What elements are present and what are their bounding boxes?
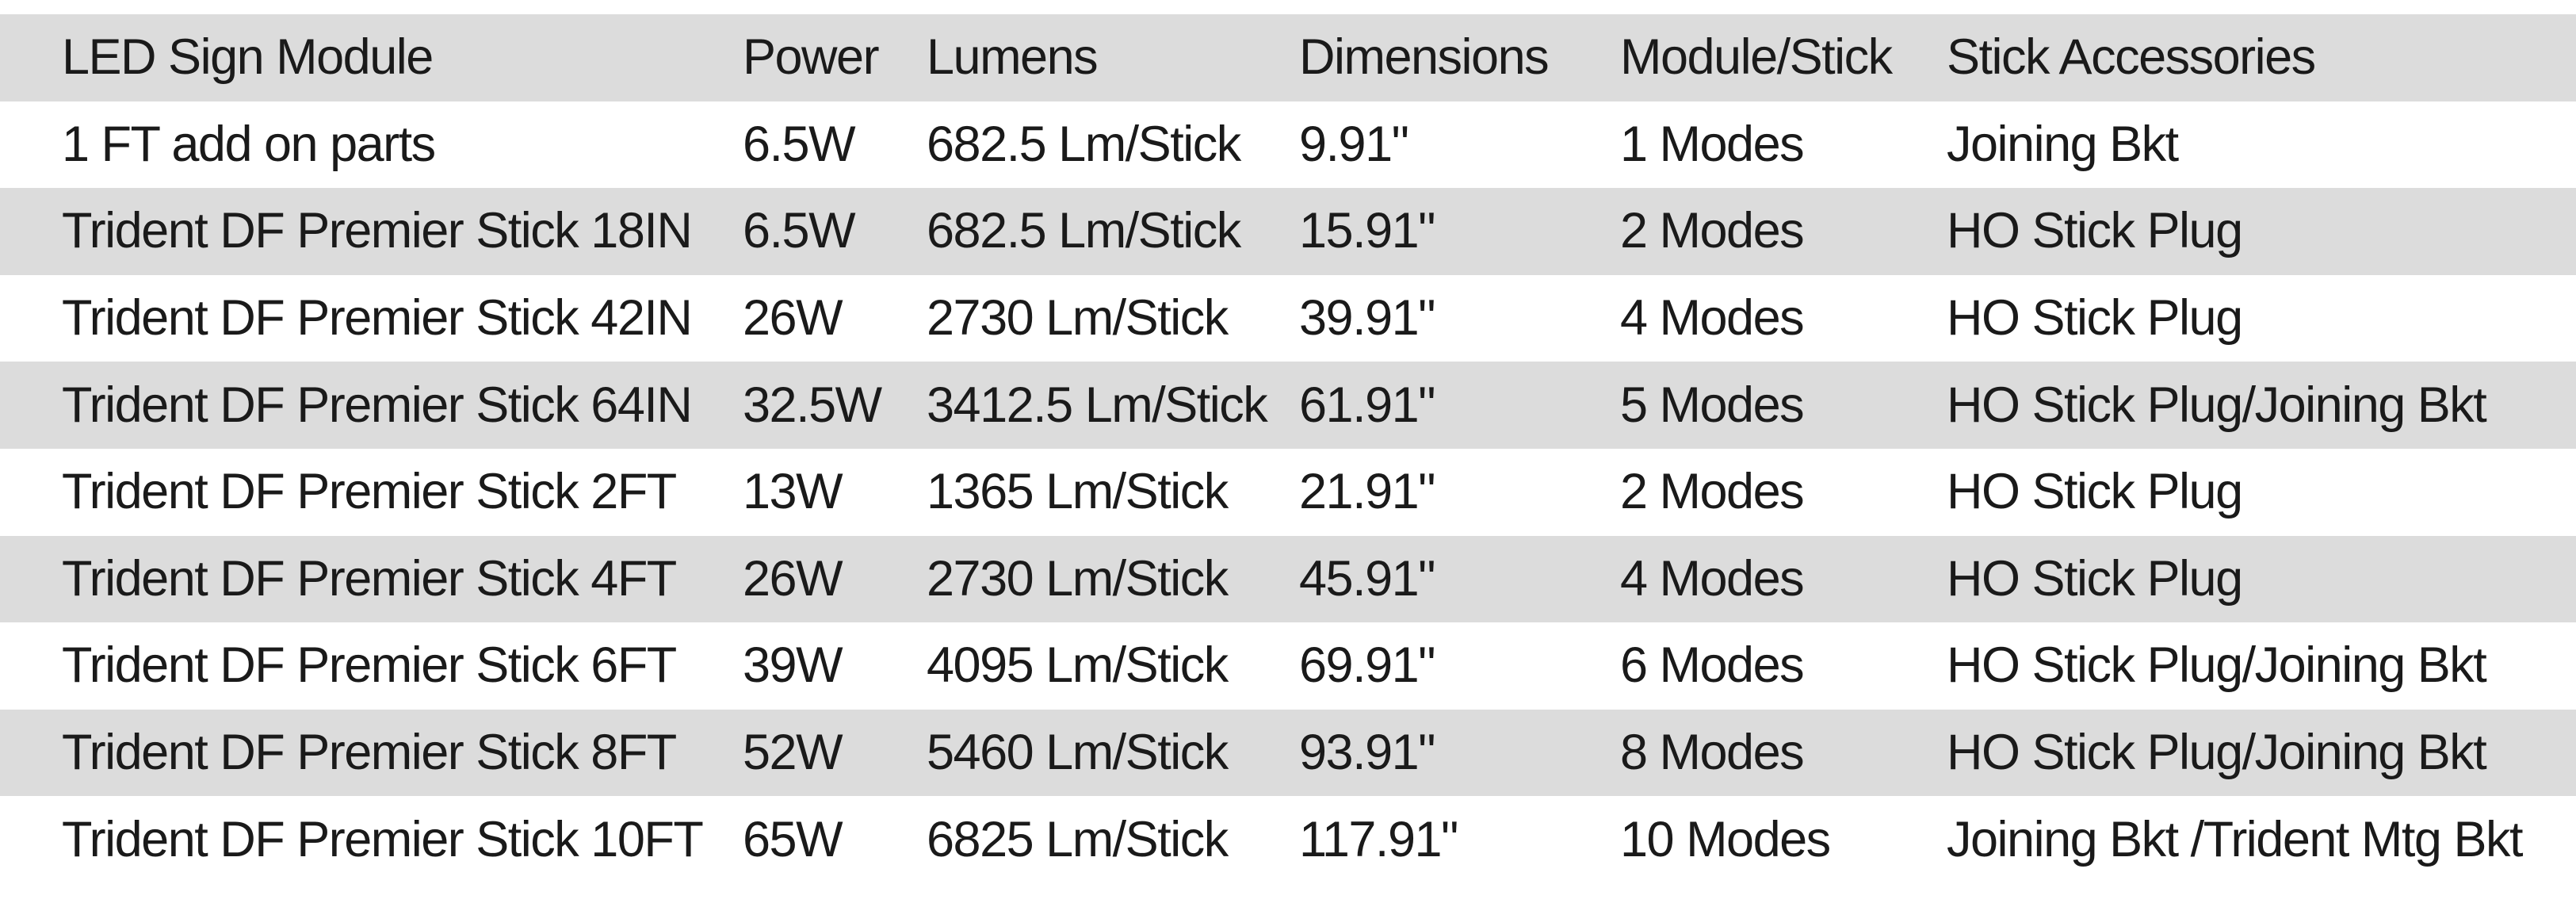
cell-module-stick: 6 Modes	[1620, 637, 1805, 694]
header-stick-accessories: Stick Accessories	[1947, 29, 2316, 86]
header-dimensions: Dimensions	[1299, 29, 1550, 86]
header-power: Power	[743, 29, 880, 86]
cell-lumens: 2730 Lm/Stick	[927, 290, 1229, 346]
cell-module: Trident DF Premier Stick 8FT	[62, 725, 677, 781]
cell-module-stick: 4 Modes	[1620, 550, 1805, 607]
cell-module: Trident DF Premier Stick 4FT	[62, 550, 677, 607]
cell-power: 32.5W	[743, 377, 882, 433]
table-row: Trident DF Premier Stick 18IN 6.5W 682.5…	[0, 188, 2576, 275]
cell-lumens: 3412.5 Lm/Stick	[927, 377, 1268, 433]
cell-accessories: HO Stick Plug	[1947, 464, 2243, 520]
cell-dimensions: 15.91"	[1299, 203, 1436, 259]
cell-accessories: HO Stick Plug	[1947, 290, 2243, 346]
cell-dimensions: 21.91"	[1299, 464, 1436, 520]
cell-dimensions: 69.91"	[1299, 637, 1436, 694]
cell-module: Trident DF Premier Stick 42IN	[62, 290, 693, 346]
cell-power: 26W	[743, 550, 843, 607]
header-lumens: Lumens	[927, 29, 1099, 86]
cell-dimensions: 9.91"	[1299, 116, 1409, 172]
cell-dimensions: 39.91"	[1299, 290, 1436, 346]
cell-power: 13W	[743, 464, 843, 520]
cell-power: 6.5W	[743, 203, 856, 259]
cell-module: Trident DF Premier Stick 6FT	[62, 637, 677, 694]
cell-accessories: HO Stick Plug/Joining Bkt	[1947, 377, 2487, 433]
cell-lumens: 4095 Lm/Stick	[927, 637, 1229, 694]
table-row: Trident DF Premier Stick 8FT 52W 5460 Lm…	[0, 709, 2576, 797]
cell-module: Trident DF Premier Stick 10FT	[62, 811, 704, 867]
table-row: 1 FT add on parts 6.5W 682.5 Lm/Stick 9.…	[0, 101, 2576, 189]
cell-module-stick: 8 Modes	[1620, 725, 1805, 781]
cell-dimensions: 61.91"	[1299, 377, 1436, 433]
cell-power: 52W	[743, 725, 843, 781]
cell-accessories: HO Stick Plug	[1947, 550, 2243, 607]
header-row: LED Sign Module Power Lumens Dimensions …	[0, 14, 2576, 101]
cell-accessories: HO Stick Plug/Joining Bkt	[1947, 637, 2487, 694]
cell-module-stick: 4 Modes	[1620, 290, 1805, 346]
cell-lumens: 6825 Lm/Stick	[927, 811, 1229, 867]
cell-dimensions: 45.91"	[1299, 550, 1436, 607]
header-module-stick: Module/Stick	[1620, 29, 1893, 86]
table-row: Trident DF Premier Stick 6FT 39W 4095 Lm…	[0, 622, 2576, 710]
cell-module: Trident DF Premier Stick 18IN	[62, 203, 693, 259]
cell-dimensions: 117.91"	[1299, 811, 1458, 867]
cell-module-stick: 5 Modes	[1620, 377, 1805, 433]
cell-lumens: 2730 Lm/Stick	[927, 550, 1229, 607]
cell-power: 65W	[743, 811, 843, 867]
cell-module: Trident DF Premier Stick 64IN	[62, 377, 693, 433]
cell-lumens: 682.5 Lm/Stick	[927, 203, 1241, 259]
cell-accessories: Joining Bkt /Trident Mtg Bkt	[1947, 811, 2523, 867]
cell-module-stick: 10 Modes	[1620, 811, 1831, 867]
cell-module-stick: 2 Modes	[1620, 464, 1805, 520]
table-row: Trident DF Premier Stick 64IN 32.5W 3412…	[0, 362, 2576, 449]
cell-power: 6.5W	[743, 116, 856, 172]
cell-dimensions: 93.91"	[1299, 725, 1436, 781]
table-row: Trident DF Premier Stick 42IN 26W 2730 L…	[0, 275, 2576, 362]
header-led-sign-module: LED Sign Module	[62, 29, 434, 86]
cell-lumens: 5460 Lm/Stick	[927, 725, 1229, 781]
table-row: Trident DF Premier Stick 2FT 13W 1365 Lm…	[0, 449, 2576, 536]
cell-power: 39W	[743, 637, 843, 694]
cell-accessories: Joining Bkt	[1947, 116, 2179, 172]
cell-module-stick: 1 Modes	[1620, 116, 1805, 172]
cell-power: 26W	[743, 290, 843, 346]
cell-module: 1 FT add on parts	[62, 116, 436, 172]
cell-lumens: 1365 Lm/Stick	[927, 464, 1229, 520]
table-row: Trident DF Premier Stick 10FT 65W 6825 L…	[0, 796, 2576, 883]
table-row: Trident DF Premier Stick 4FT 26W 2730 Lm…	[0, 535, 2576, 623]
cell-accessories: HO Stick Plug	[1947, 203, 2243, 259]
spec-table: LED Sign Module Power Lumens Dimensions …	[0, 14, 2576, 883]
cell-accessories: HO Stick Plug/Joining Bkt	[1947, 725, 2487, 781]
cell-module: Trident DF Premier Stick 2FT	[62, 464, 677, 520]
cell-lumens: 682.5 Lm/Stick	[927, 116, 1241, 172]
cell-module-stick: 2 Modes	[1620, 203, 1805, 259]
